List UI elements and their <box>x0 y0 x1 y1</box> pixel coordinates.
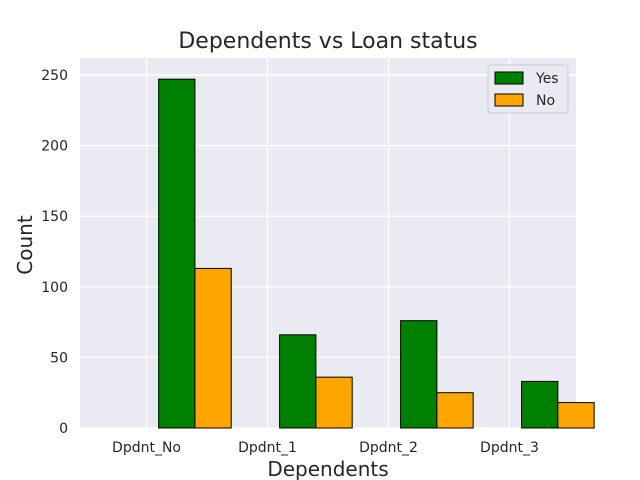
x-tick-label: Dpdnt_No <box>112 440 181 456</box>
y-tick-label: 100 <box>41 280 68 296</box>
y-tick-label: 50 <box>50 350 68 366</box>
legend-label-yes: Yes <box>535 71 559 87</box>
bar-no-dpdnt_3 <box>557 402 595 429</box>
bar-no-dpdnt_no <box>194 267 232 429</box>
y-tick-label: 250 <box>41 68 68 84</box>
bar-yes-dpdnt_2 <box>400 320 438 429</box>
legend-swatch-no <box>494 93 524 107</box>
bar-yes-dpdnt_1 <box>279 334 317 429</box>
x-axis-label: Dependents <box>267 457 388 480</box>
x-tick-label: Dpdnt_1 <box>238 440 297 456</box>
x-axis-ticks: Dpdnt_No Dpdnt_1 Dpdnt_2 Dpdnt_3 <box>112 440 539 456</box>
bar-yes-dpdnt_no <box>158 78 196 429</box>
bar-no-dpdnt_1 <box>315 376 353 429</box>
y-axis-ticks: 0 50 100 150 200 250 <box>41 68 68 437</box>
legend-label-no: No <box>536 93 555 109</box>
y-tick-label: 0 <box>59 421 68 437</box>
bar-yes-dpdnt_3 <box>521 380 559 429</box>
legend: Yes No <box>487 64 569 114</box>
legend-swatch-yes <box>494 71 524 85</box>
bars <box>158 78 595 429</box>
y-tick-label: 200 <box>41 139 68 155</box>
x-tick-label: Dpdnt_3 <box>480 440 539 456</box>
y-axis-label: Count <box>13 215 37 275</box>
x-tick-label: Dpdnt_2 <box>359 440 418 456</box>
y-tick-label: 150 <box>41 209 68 225</box>
bar-no-dpdnt_2 <box>436 392 474 429</box>
chart-title: Dependents vs Loan status <box>178 29 477 54</box>
